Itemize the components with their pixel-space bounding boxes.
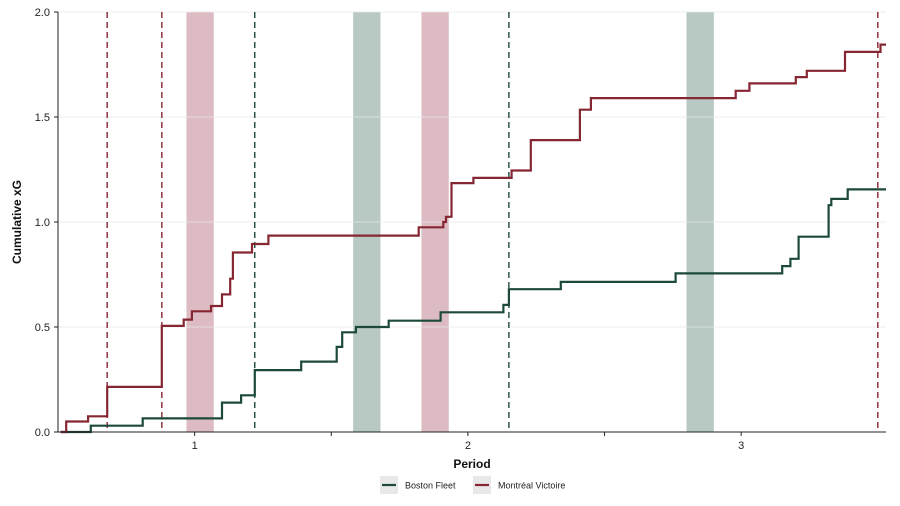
x-tick-label: 3 <box>738 440 744 452</box>
x-tick-label: 1 <box>192 440 198 452</box>
legend-label: Boston Fleet <box>405 481 456 491</box>
grid-lines <box>58 11 886 328</box>
y-tick-label: 1.5 <box>35 112 50 124</box>
y-tick-label: 1.0 <box>35 217 50 229</box>
series-line <box>60 43 886 434</box>
y-axis-title: Cumulative xG <box>10 180 24 264</box>
legend: Boston Fleet Montréal Victoire <box>380 476 565 494</box>
x-ticks: 1 2 3 <box>192 432 744 452</box>
y-tick-label: 2.0 <box>35 7 50 19</box>
x-tick-label: 2 <box>465 440 471 452</box>
y-tick-label: 0.5 <box>35 322 50 334</box>
y-tick-label: 0.0 <box>35 427 50 439</box>
legend-label: Montréal Victoire <box>498 481 565 491</box>
x-axis-title: Period <box>453 457 490 471</box>
y-ticks: 0.0 0.5 1.0 1.5 2.0 <box>35 7 58 439</box>
series-line <box>60 188 886 434</box>
goal-lines <box>106 12 879 432</box>
series-lines <box>60 43 886 434</box>
